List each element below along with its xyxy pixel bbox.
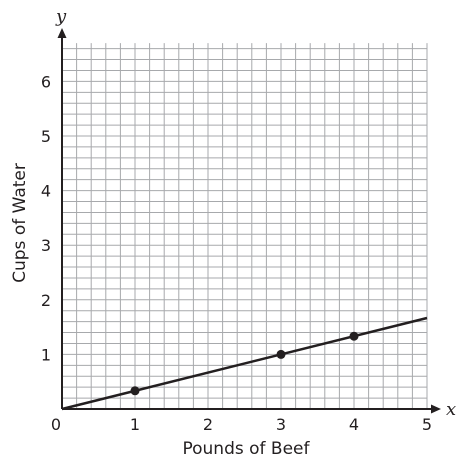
y-tick-label: 4 xyxy=(41,182,51,201)
y-axis-title: Cups of Water xyxy=(10,163,30,283)
series-line xyxy=(61,316,428,411)
x-axis-letter: x xyxy=(446,399,456,420)
data-point xyxy=(130,386,140,396)
y-tick-label: 6 xyxy=(41,72,51,91)
x-tick-label: 0 xyxy=(51,415,61,434)
y-tick-label: 5 xyxy=(41,127,51,146)
x-tick-label: 1 xyxy=(130,415,140,434)
grid xyxy=(62,43,428,409)
y-axis-letter: y xyxy=(55,6,67,27)
axes xyxy=(57,28,441,414)
y-tick-label: 3 xyxy=(41,236,51,255)
x-axis-arrowhead xyxy=(431,404,441,414)
y-tick-label: 2 xyxy=(41,291,51,310)
y-tick-label: 1 xyxy=(41,345,51,364)
y-axis-arrowhead xyxy=(57,28,67,38)
x-axis-title: Pounds of Beef xyxy=(182,439,310,459)
tick-labels: 0 1 2 3 4 5 1 2 3 4 5 6 xyxy=(41,72,432,434)
data-series xyxy=(61,316,428,411)
data-point xyxy=(349,331,359,341)
x-tick-label: 4 xyxy=(349,415,359,434)
x-tick-label: 2 xyxy=(203,415,213,434)
x-tick-label: 5 xyxy=(422,415,432,434)
data-point xyxy=(276,349,286,359)
x-tick-label: 3 xyxy=(276,415,286,434)
